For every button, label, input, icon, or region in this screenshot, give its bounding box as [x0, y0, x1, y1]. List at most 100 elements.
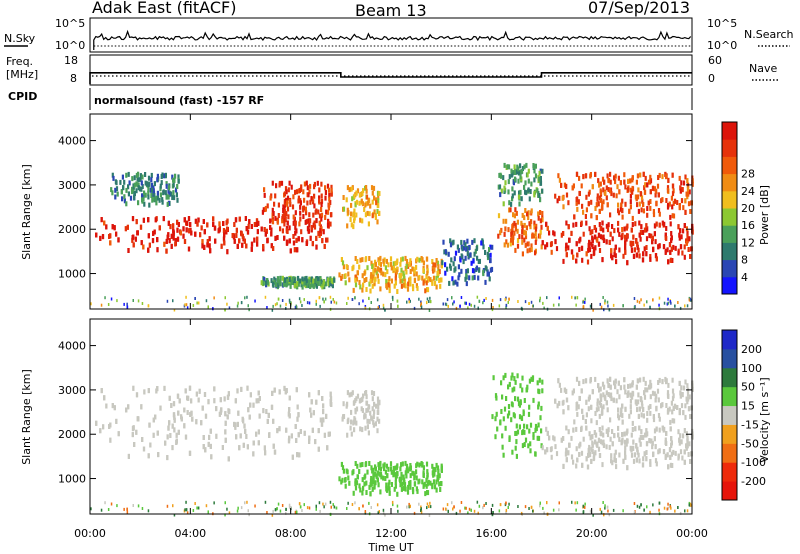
velocity-cell	[639, 441, 642, 447]
velocity-cell	[290, 506, 292, 510]
velocity-cell	[587, 447, 590, 453]
velocity-cell	[355, 406, 359, 412]
velocity-cell	[247, 509, 249, 513]
power-cell	[306, 185, 309, 191]
power-cell	[177, 222, 180, 227]
velocity-cell	[141, 507, 144, 510]
power-cell	[271, 219, 275, 225]
power-cell	[558, 296, 560, 300]
power-cell	[505, 218, 508, 224]
power-cell	[385, 283, 388, 289]
power-cell	[301, 304, 303, 307]
velocity-cell	[333, 505, 336, 509]
power-cell	[281, 218, 284, 224]
velocity-cell	[171, 423, 174, 429]
velocity-cell	[520, 416, 524, 421]
power-cell	[400, 267, 403, 273]
power-cell	[533, 177, 536, 183]
power-cell	[379, 286, 382, 292]
power-cell	[302, 214, 305, 219]
power-cell	[685, 240, 688, 246]
power-cell	[100, 303, 103, 307]
power-cell	[428, 309, 431, 312]
power-cell	[226, 218, 229, 224]
velocity-cell	[415, 486, 418, 492]
velocity-cell	[667, 464, 670, 470]
power-cell	[275, 183, 278, 189]
power-cell	[292, 214, 295, 220]
power-cell	[131, 235, 134, 240]
power-cell	[636, 244, 639, 250]
power-cell	[174, 241, 177, 247]
velocity-cell	[455, 511, 458, 515]
velocity-cell	[557, 378, 560, 384]
velocity-cell	[595, 407, 598, 413]
power-cell	[318, 198, 321, 204]
power-cell	[624, 249, 627, 255]
velocity-cell	[658, 416, 661, 422]
power-cell	[362, 299, 364, 303]
velocity-cell	[415, 475, 418, 481]
power-cell	[247, 304, 249, 308]
velocity-cell	[372, 419, 375, 425]
power-cell	[646, 206, 649, 211]
power-cell	[530, 243, 533, 249]
power-cell	[281, 299, 284, 302]
power-cell	[156, 190, 159, 196]
velocity-cell	[470, 508, 472, 512]
power-cell	[558, 195, 561, 201]
power-cell	[511, 240, 514, 246]
velocity-cell	[499, 419, 502, 425]
power-cell	[562, 231, 565, 236]
power-cell	[582, 305, 585, 309]
velocity-cell	[536, 435, 539, 441]
velocity-cell	[399, 478, 402, 483]
velocity-cell	[228, 511, 231, 515]
power-cell	[444, 262, 447, 268]
power-cell	[378, 191, 381, 196]
power-cell	[297, 281, 300, 287]
power-cell	[347, 296, 349, 300]
power-cell	[421, 275, 424, 281]
power-cell	[137, 200, 140, 206]
power-cell	[667, 297, 669, 301]
velocity-cell	[684, 379, 687, 385]
velocity-cell	[195, 419, 198, 425]
power-cell	[533, 192, 536, 198]
power-cell	[591, 236, 594, 242]
velocity-cell	[440, 465, 443, 471]
power-cell	[314, 278, 317, 284]
power-cell	[422, 260, 425, 266]
power-cell	[561, 195, 564, 201]
velocity-cell	[544, 449, 547, 455]
power-cell	[513, 213, 516, 219]
power-cell	[665, 236, 668, 241]
power-cell	[578, 238, 581, 244]
velocity-cell	[607, 392, 610, 397]
velocity-cell	[524, 505, 527, 509]
power-cell	[426, 297, 429, 301]
power-cell	[478, 299, 481, 303]
power-cell	[670, 301, 672, 305]
power-cell	[346, 207, 349, 213]
velocity-cell	[168, 420, 171, 426]
power-cell	[361, 273, 364, 279]
velocity-cell	[669, 505, 672, 509]
power-cell	[328, 192, 331, 198]
power-cell	[282, 208, 285, 213]
power-cell	[114, 194, 117, 200]
power-cell	[435, 258, 438, 263]
power-cell	[384, 265, 387, 271]
power-cell	[226, 302, 228, 306]
velocity-cell	[668, 406, 671, 412]
power-cell	[189, 222, 192, 227]
power-cell	[585, 220, 588, 226]
power-cell	[649, 179, 652, 185]
power-cell	[638, 220, 641, 226]
velocity-cell	[352, 420, 355, 426]
velocity-cell	[264, 500, 267, 504]
velocity-cell	[322, 502, 324, 506]
power-cell	[299, 216, 302, 222]
power-cell	[658, 222, 661, 228]
power-cell	[212, 221, 215, 227]
